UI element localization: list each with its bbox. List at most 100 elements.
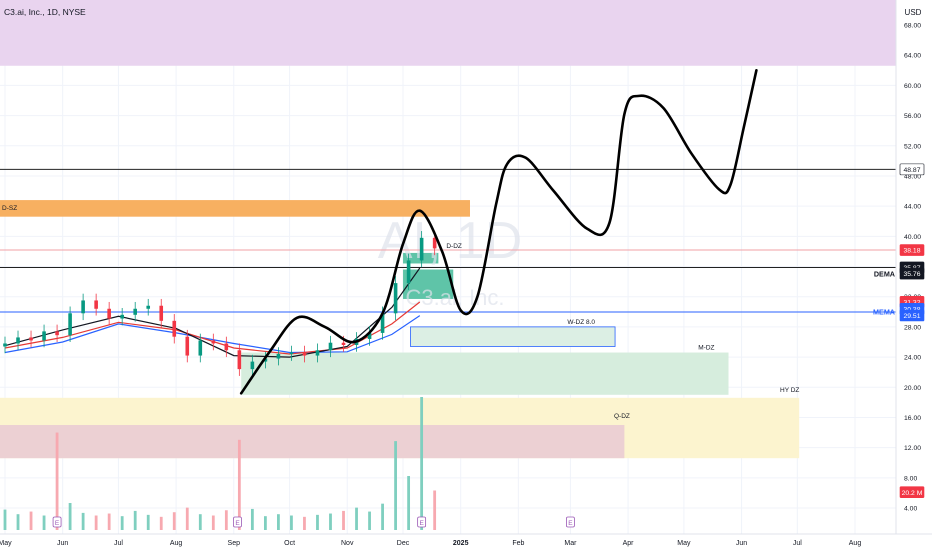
earnings-marker <box>566 516 575 528</box>
volume-bar <box>394 441 397 530</box>
volume-bar <box>237 439 241 530</box>
symbol-title[interactable]: C3.ai, Inc., 1D, NYSE <box>4 7 86 17</box>
earnings-marker <box>52 516 62 528</box>
price-tag-label: 38.18 <box>903 248 920 255</box>
zone-box <box>0 200 470 217</box>
volume-bar <box>107 513 111 530</box>
volume-bar <box>55 432 59 530</box>
candles <box>3 231 437 376</box>
zone-label: HY DZ <box>780 387 799 394</box>
price-tick-label: 4.00 <box>904 506 917 513</box>
price-tag-label: 29.51 <box>903 313 920 320</box>
earnings-marker-label: E <box>235 520 240 527</box>
candle-body <box>42 331 46 341</box>
volume-bar <box>433 490 437 530</box>
price-tick-label: 44.00 <box>904 204 921 211</box>
volume-bar <box>133 510 137 530</box>
price-tag-label: 35.76 <box>903 271 920 278</box>
candle-body <box>393 283 398 314</box>
candle-body <box>367 332 372 339</box>
candle-body <box>289 352 294 355</box>
dema-red-line <box>4 301 421 355</box>
volume-bar <box>211 515 215 530</box>
volume-bar <box>159 516 163 530</box>
candle-body <box>224 343 229 351</box>
volume-bar <box>368 511 371 530</box>
volume-bars <box>3 397 437 530</box>
candle-body <box>328 342 333 351</box>
price-tag <box>899 309 925 322</box>
time-tick-label: Oct <box>284 540 295 547</box>
volume-bar <box>316 514 319 530</box>
volume-bar <box>81 512 85 530</box>
price-tick-label: 68.00 <box>904 23 921 30</box>
zones-layer: D-SZ D-DZ W-DZ 8.0 M-DZ HY DZ Q-DZ <box>0 0 896 459</box>
indicator-labels: DEMA MEMA <box>873 270 895 317</box>
projection-drawing[interactable] <box>239 69 758 395</box>
candle-body <box>263 358 268 362</box>
price-tags: 48.8738.1835.8735.7631.3230.3829.5120.2 … <box>899 163 925 498</box>
candle-body <box>81 300 85 314</box>
price-tick-label: 48.00 <box>904 173 921 180</box>
zone-label: D-SZ <box>2 205 17 212</box>
projection-path[interactable] <box>239 69 758 395</box>
price-tag <box>899 486 925 498</box>
price-tick-label: 28.00 <box>904 324 921 331</box>
moving-averages <box>4 267 421 358</box>
volume-bar <box>263 516 267 530</box>
candle-body <box>120 314 124 319</box>
volume-bar <box>172 512 176 530</box>
earnings-marker-label: E <box>55 520 60 527</box>
price-tick-label: 40.00 <box>904 234 921 241</box>
price-tick-label: 24.00 <box>904 355 921 362</box>
time-tick-label: Apr <box>623 540 635 547</box>
candle-body <box>16 337 20 344</box>
zone-label: M-DZ <box>698 345 714 352</box>
time-tick-label: Jun <box>736 540 747 547</box>
time-axis-labels: May Jun Jul Aug Sep Oct Nov Dec 2025 Feb Mar Apr May… <box>0 540 861 547</box>
zone-box <box>403 269 454 299</box>
volume-bar <box>381 503 384 530</box>
price-tag-label: 48.87 <box>903 167 920 174</box>
candle-body <box>341 342 346 345</box>
time-axis[interactable] <box>0 534 932 550</box>
time-tick-label: May <box>677 540 691 547</box>
price-tick-label: 52.00 <box>904 143 921 150</box>
candle-body <box>406 260 411 284</box>
volume-bar <box>303 516 306 530</box>
indicator-label: DEMA <box>874 270 895 279</box>
volume-bar <box>29 511 33 530</box>
volume-bar <box>290 515 293 530</box>
volume-bar <box>68 503 72 530</box>
time-tick-label: Aug <box>170 540 183 547</box>
price-tag <box>899 163 925 176</box>
volume-bar <box>120 516 124 530</box>
time-tick-label: Feb <box>512 540 524 547</box>
earnings-marker <box>233 516 242 528</box>
candle-body <box>250 361 255 370</box>
candle-body <box>146 305 151 309</box>
zone-box <box>241 352 729 395</box>
volume-bar <box>250 508 254 530</box>
candle-body <box>107 308 111 319</box>
volume-bar <box>342 510 345 530</box>
candle-body <box>3 343 7 347</box>
volume-bar <box>420 397 424 530</box>
time-tick-label: Nov <box>341 540 354 547</box>
currency-label[interactable]: USD <box>905 8 922 17</box>
zone-box <box>0 424 625 459</box>
time-tick-label: Dec <box>397 540 410 547</box>
watermark: AI, 1D <box>378 212 523 270</box>
earnings-marker-label: E <box>419 520 424 527</box>
volume-bar <box>185 507 189 530</box>
earnings-marker-label: E <box>568 520 573 527</box>
ema-line <box>4 315 421 354</box>
price-tick-label: 60.00 <box>904 83 921 90</box>
zone-box <box>410 326 616 347</box>
volume-bar <box>146 514 150 530</box>
volume-bar <box>277 514 280 530</box>
